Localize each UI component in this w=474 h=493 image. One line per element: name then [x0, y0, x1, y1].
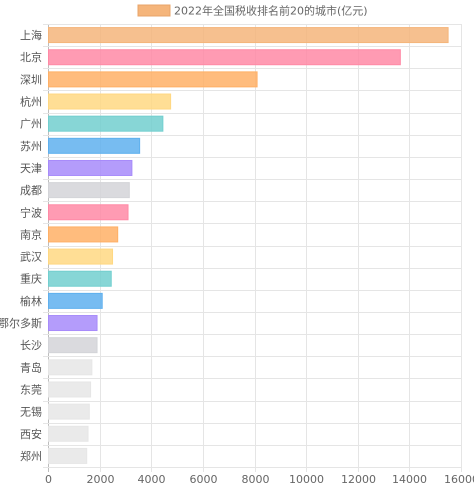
category-label: 鄂尔多斯 [0, 316, 42, 330]
category-label: 北京 [20, 50, 42, 64]
category-labels: 上海北京深圳杭州广州苏州天津成都宁波南京武汉重庆榆林鄂尔多斯长沙青岛东莞无锡西安… [0, 28, 42, 463]
bar-17[interactable] [48, 381, 92, 398]
category-label: 上海 [20, 28, 42, 42]
category-label: 广州 [20, 118, 42, 131]
category-label: 深圳 [20, 73, 42, 86]
x-tick-label: 8000 [242, 473, 270, 486]
category-label: 榆林 [20, 294, 42, 308]
bar-19[interactable] [48, 425, 89, 442]
bar-20[interactable] [48, 447, 88, 464]
bar-15[interactable] [48, 337, 98, 354]
category-label: 南京 [20, 227, 42, 241]
bar-14[interactable] [48, 315, 98, 332]
x-tick-label: 0 [45, 473, 52, 486]
category-label: 武汉 [20, 251, 42, 264]
category-label: 长沙 [20, 339, 42, 352]
x-tick-label: 6000 [190, 473, 218, 486]
bar-8[interactable] [48, 182, 130, 199]
bar-1[interactable] [48, 27, 449, 44]
bar-3[interactable] [48, 71, 258, 88]
bar-9[interactable] [48, 204, 129, 221]
bar-10[interactable] [48, 226, 119, 243]
x-axis-ticks: 0 2000 4000 6000 8000 10000 12000 14000 16000 [45, 473, 474, 486]
category-label: 宁波 [20, 205, 42, 219]
category-label: 西安 [20, 427, 42, 441]
x-tick-label: 10000 [289, 473, 324, 486]
x-tick-label: 4000 [138, 473, 166, 486]
grid-lines [43, 24, 462, 472]
x-tick-label: 14000 [392, 473, 427, 486]
bar-6[interactable] [48, 137, 141, 154]
category-label: 苏州 [20, 140, 42, 153]
category-label: 郑州 [20, 449, 42, 463]
bar-12[interactable] [48, 270, 112, 287]
x-tick-label: 16000 [444, 473, 474, 486]
category-label: 重庆 [20, 272, 42, 286]
bar-7[interactable] [48, 159, 133, 176]
bar-4[interactable] [48, 93, 172, 110]
x-tick-label: 2000 [87, 473, 115, 486]
category-label: 成都 [20, 184, 42, 197]
bar-13[interactable] [48, 292, 103, 309]
bars [48, 27, 449, 464]
legend[interactable]: 2022年全国税收排名前20的城市(亿元) [137, 4, 368, 18]
legend-label: 2022年全国税收排名前20的城市(亿元) [174, 4, 368, 18]
category-label: 杭州 [20, 95, 42, 109]
category-label: 天津 [20, 162, 42, 175]
bar-5[interactable] [48, 115, 164, 132]
legend-swatch [137, 4, 171, 17]
bar-11[interactable] [48, 248, 114, 265]
bar-2[interactable] [48, 49, 401, 66]
category-label: 无锡 [20, 405, 42, 419]
category-label: 青岛 [20, 360, 42, 374]
category-label: 东莞 [20, 383, 42, 396]
bar-18[interactable] [48, 403, 90, 420]
x-tick-label: 12000 [341, 473, 376, 486]
bar-16[interactable] [48, 359, 93, 376]
